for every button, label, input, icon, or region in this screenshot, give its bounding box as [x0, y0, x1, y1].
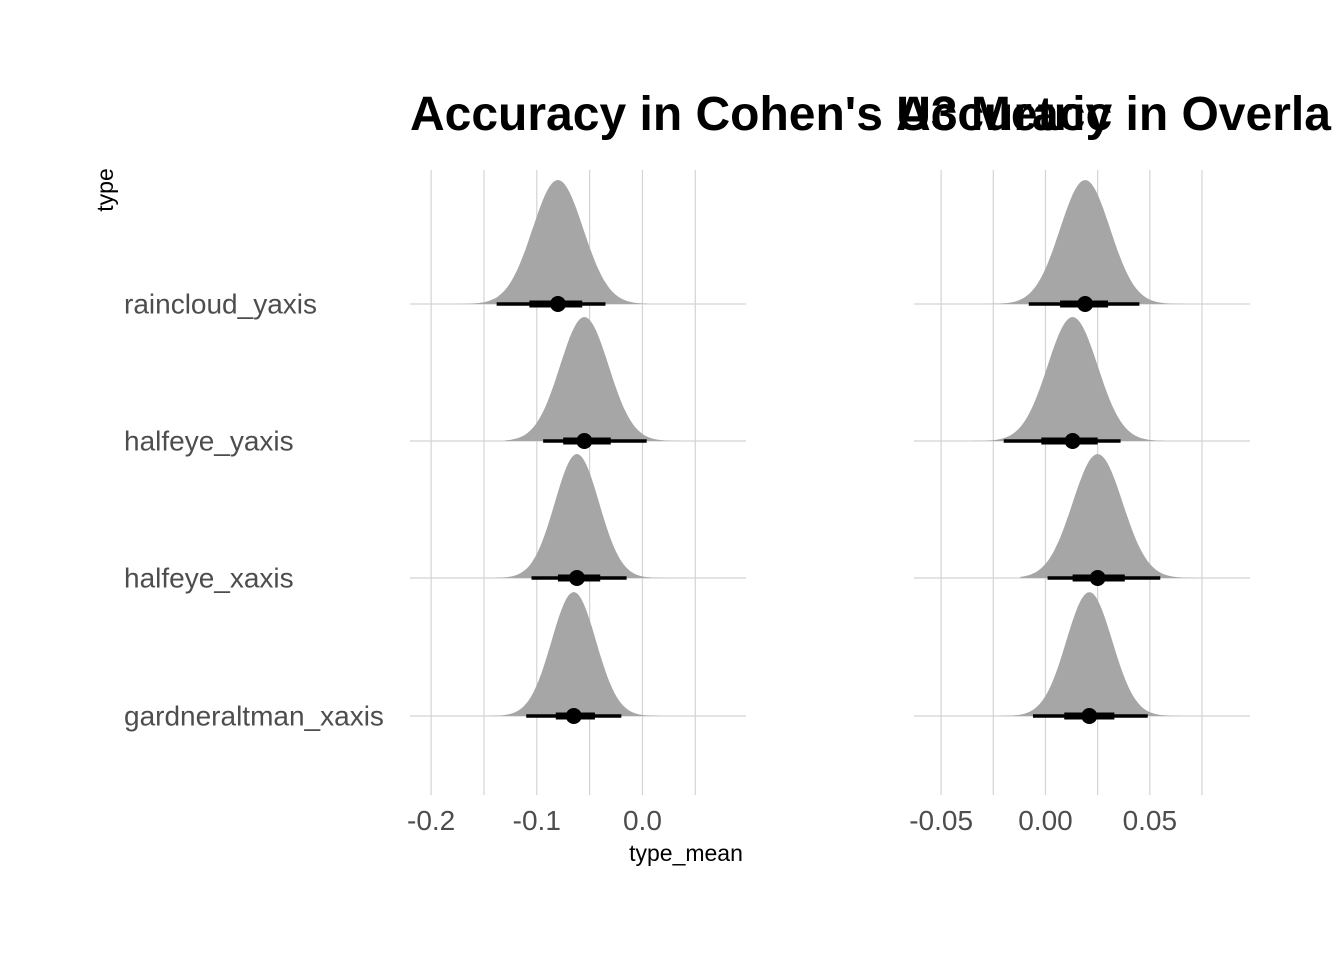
category-label-raincloud_yaxis: raincloud_yaxis [124, 289, 317, 320]
density-halfeye_yaxis [957, 317, 1165, 441]
panel-2-title: Accuracy in Overla [896, 88, 1331, 141]
density-halfeye_xaxis [1020, 454, 1202, 578]
density-halfeye_xaxis [494, 454, 675, 578]
panel-1-x-tick-label: -0.1 [513, 805, 561, 836]
panel-1-title: Accuracy in Cohen's U3 Metric [410, 88, 1112, 141]
category-label-halfeye_yaxis: halfeye_yaxis [124, 426, 294, 457]
density-halfeye_yaxis [505, 317, 687, 441]
x-axis-title: type_mean [629, 840, 743, 866]
median-point-halfeye_xaxis [568, 570, 585, 586]
density-gardneraltman_xaxis [949, 592, 1219, 716]
panel-1-x-tick-label: 0.0 [623, 805, 662, 836]
panel-2-x-tick-label: 0.00 [1018, 805, 1073, 836]
density-raincloud_yaxis [972, 180, 1184, 304]
labels-layer: raincloud_yaxis halfeye_yaxis halfeye_xaxi… [124, 289, 1177, 837]
median-point-raincloud_yaxis [549, 296, 566, 312]
median-point-gardneraltman_xaxis [1081, 708, 1098, 724]
median-point-halfeye_yaxis [1064, 433, 1081, 449]
category-label-gardneraltman_xaxis: gardneraltman_xaxis [124, 701, 384, 732]
category-label-halfeye_xaxis: halfeye_xaxis [124, 563, 294, 594]
median-point-halfeye_xaxis [1089, 570, 1106, 586]
median-point-raincloud_yaxis [1077, 296, 1094, 312]
panel-2-x-tick-label: 0.05 [1123, 805, 1178, 836]
median-point-gardneraltman_xaxis [565, 708, 582, 724]
density-gardneraltman_xaxis [462, 592, 690, 716]
density-raincloud_yaxis [447, 180, 648, 304]
marks-layer [447, 180, 1219, 724]
y-axis-title: type [92, 168, 118, 211]
panel-2-x-tick-label: -0.05 [909, 805, 973, 836]
median-point-halfeye_yaxis [576, 433, 593, 449]
panel-1-x-tick-label: -0.2 [407, 805, 455, 836]
